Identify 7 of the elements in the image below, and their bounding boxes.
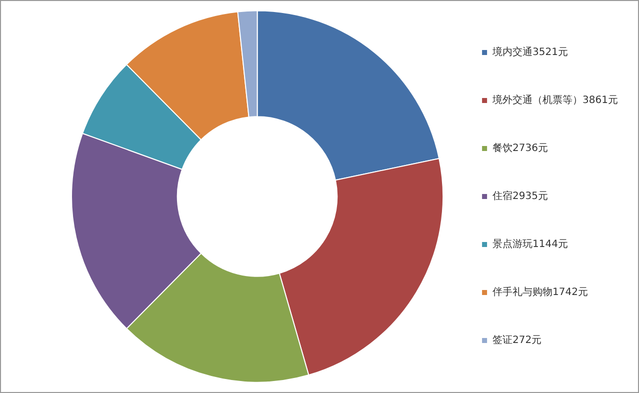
legend-label: 签证272元 <box>492 334 542 346</box>
legend-label: 景点游玩1144元 <box>492 238 568 250</box>
legend-label: 伴手礼与购物1742元 <box>492 286 588 298</box>
legend-label: 境内交通3521元 <box>492 46 568 58</box>
legend-label: 餐饮2736元 <box>492 142 548 154</box>
legend-label: 住宿2935元 <box>492 190 548 202</box>
legend-label: 境外交通（机票等）3861元 <box>492 94 618 106</box>
